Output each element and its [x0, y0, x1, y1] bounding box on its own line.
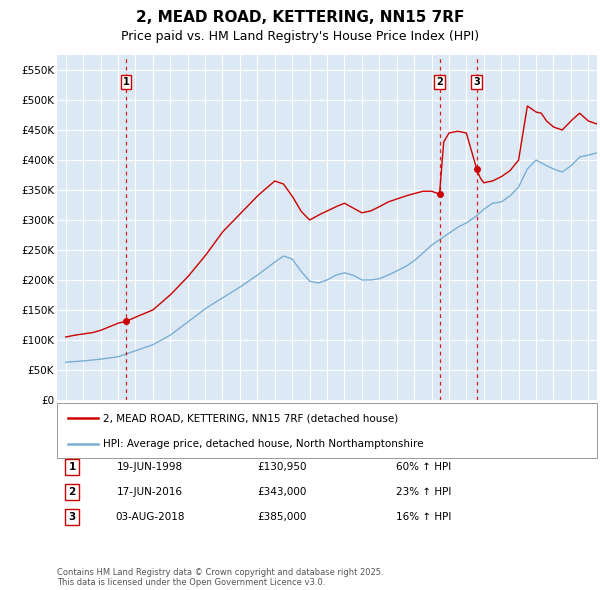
Text: 03-AUG-2018: 03-AUG-2018: [115, 512, 185, 522]
Text: 17-JUN-2016: 17-JUN-2016: [117, 487, 183, 497]
Text: 3: 3: [68, 512, 76, 522]
Text: £130,950: £130,950: [257, 462, 307, 472]
Text: 2: 2: [68, 487, 76, 497]
Text: 23% ↑ HPI: 23% ↑ HPI: [396, 487, 451, 497]
Text: 1: 1: [68, 462, 76, 472]
Text: Contains HM Land Registry data © Crown copyright and database right 2025.
This d: Contains HM Land Registry data © Crown c…: [57, 568, 383, 587]
Text: Price paid vs. HM Land Registry's House Price Index (HPI): Price paid vs. HM Land Registry's House …: [121, 30, 479, 43]
Text: 2: 2: [436, 77, 443, 87]
Text: 2, MEAD ROAD, KETTERING, NN15 7RF: 2, MEAD ROAD, KETTERING, NN15 7RF: [136, 10, 464, 25]
Text: 1: 1: [122, 77, 130, 87]
Text: HPI: Average price, detached house, North Northamptonshire: HPI: Average price, detached house, Nort…: [103, 439, 424, 449]
Text: 16% ↑ HPI: 16% ↑ HPI: [396, 512, 451, 522]
Text: 2, MEAD ROAD, KETTERING, NN15 7RF (detached house): 2, MEAD ROAD, KETTERING, NN15 7RF (detac…: [103, 414, 398, 424]
Text: 19-JUN-1998: 19-JUN-1998: [117, 462, 183, 472]
Text: £343,000: £343,000: [257, 487, 307, 497]
Text: 3: 3: [473, 77, 480, 87]
Text: £385,000: £385,000: [257, 512, 307, 522]
Text: 60% ↑ HPI: 60% ↑ HPI: [396, 462, 451, 472]
